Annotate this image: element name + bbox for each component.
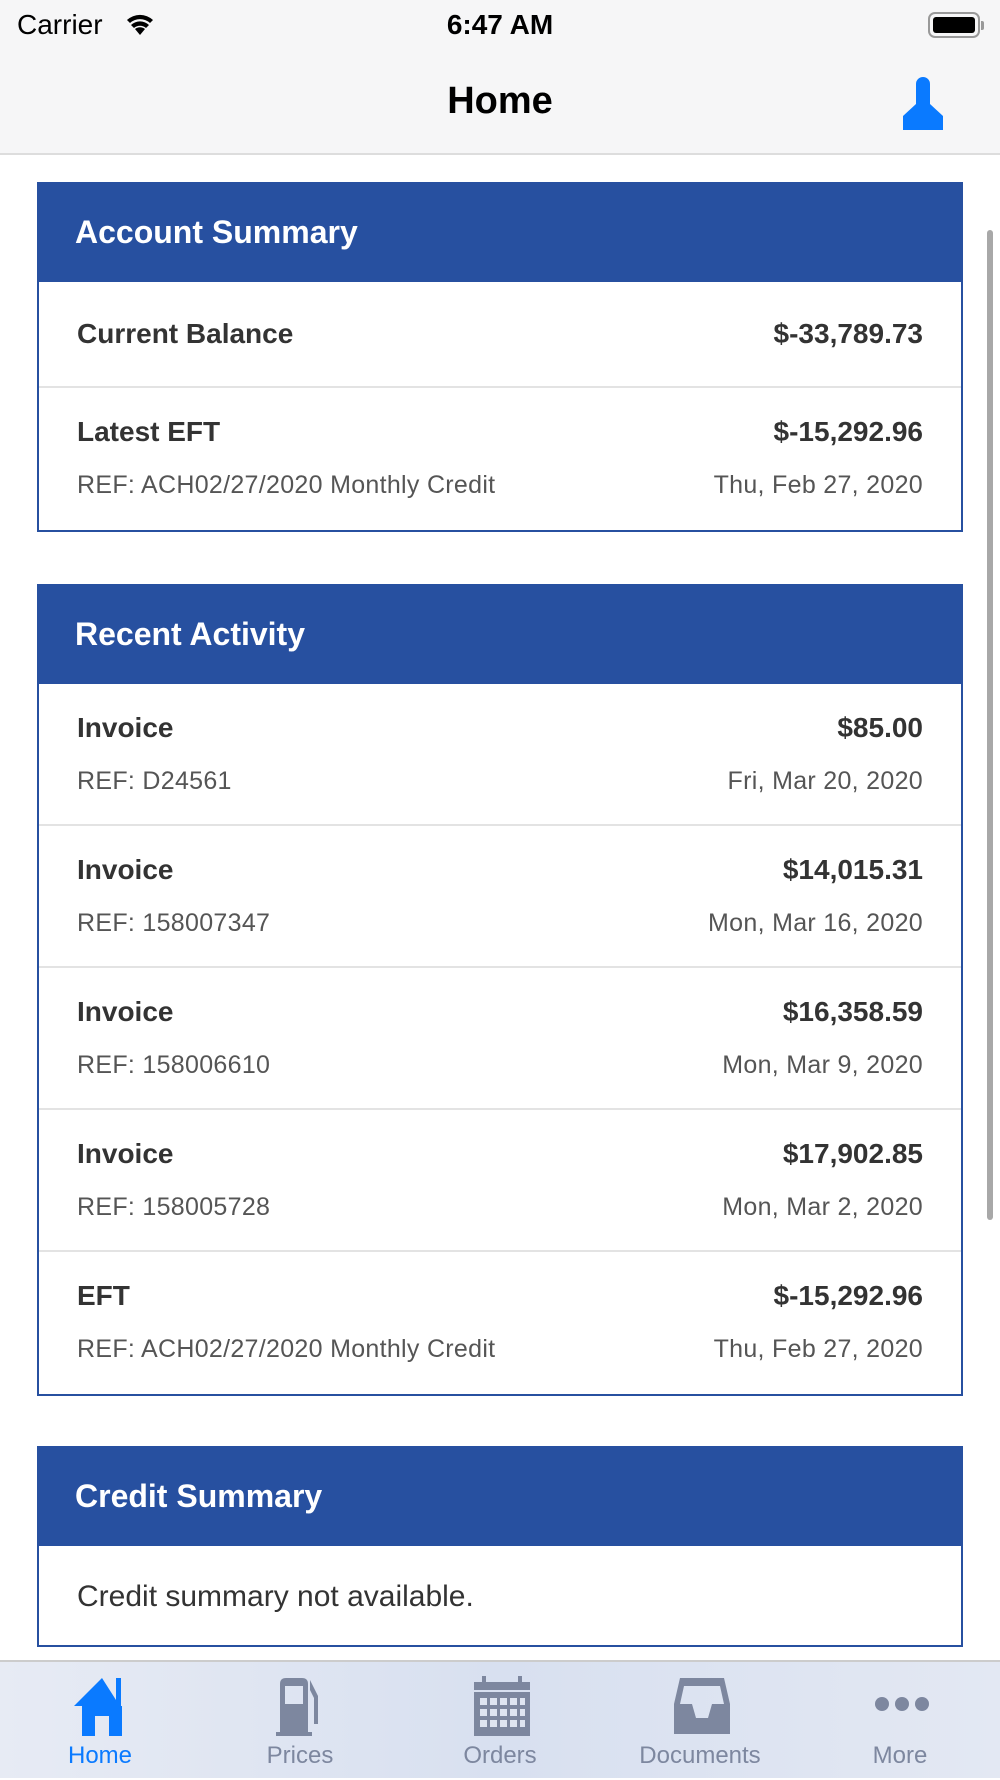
row-type: Invoice [77, 996, 174, 1027]
recent-activity-card: Recent Activity Invoice $85.00 REF: D245… [37, 584, 963, 1396]
row-ref: REF: ACH02/27/2020 Monthly Credit [77, 1335, 496, 1363]
row-label: Current Balance [77, 318, 294, 349]
page-title: Home [447, 80, 553, 122]
row-type: Invoice [77, 712, 174, 743]
clock: 6:47 AM [446, 9, 554, 40]
tab-label: Documents [639, 1742, 761, 1769]
fuel-pump-icon [276, 1678, 318, 1736]
tab-label: Home [67, 1742, 133, 1769]
row-ref: REF: 158005728 [77, 1193, 271, 1221]
tab-documents[interactable]: Documents [600, 1662, 800, 1780]
row-date: Thu, Feb 27, 2020 [713, 471, 923, 499]
card-title: Recent Activity [37, 584, 963, 684]
nav-bar: Home [0, 50, 1000, 155]
row-value: $-15,292.96 [773, 416, 923, 447]
row-label: Latest EFT [77, 416, 221, 447]
row-value: $-33,789.73 [773, 318, 923, 349]
row-ref: REF: ACH02/27/2020 Monthly Credit [77, 471, 496, 499]
carrier-label: Carrier [17, 9, 103, 40]
row-date: Fri, Mar 20, 2020 [727, 767, 923, 795]
row-amount: $17,902.85 [782, 1138, 923, 1169]
tab-orders[interactable]: Orders [400, 1662, 600, 1780]
credit-summary-message: Credit summary not available. [77, 1580, 474, 1613]
tab-more[interactable]: More [800, 1662, 1000, 1780]
row-type: EFT [77, 1280, 130, 1311]
row-amount: $16,358.59 [782, 996, 923, 1027]
activity-row[interactable]: Invoice $17,902.85 REF: 158005728 Mon, M… [39, 1110, 961, 1252]
tab-label: More [872, 1742, 928, 1769]
more-dots-icon [875, 1697, 929, 1711]
inbox-tray-icon [674, 1678, 730, 1734]
activity-row[interactable]: Invoice $16,358.59 REF: 158006610 Mon, M… [39, 968, 961, 1110]
calendar-icon [474, 1676, 530, 1736]
row-date: Thu, Feb 27, 2020 [713, 1335, 923, 1363]
activity-row[interactable]: Invoice $85.00 REF: D24561 Fri, Mar 20, … [39, 684, 961, 826]
row-type: Invoice [77, 1138, 174, 1169]
card-title: Credit Summary [37, 1446, 963, 1546]
row-ref: REF: D24561 [77, 767, 232, 795]
latest-eft-row[interactable]: Latest EFT $-15,292.96 REF: ACH02/27/202… [39, 388, 961, 530]
row-ref: REF: 158006610 [77, 1051, 271, 1079]
row-ref: REF: 158007347 [77, 909, 271, 937]
activity-row[interactable]: EFT $-15,292.96 REF: ACH02/27/2020 Month… [39, 1252, 961, 1394]
row-type: Invoice [77, 854, 174, 885]
account-summary-card: Account Summary Current Balance $-33,789… [37, 182, 963, 532]
tab-prices[interactable]: Prices [200, 1662, 400, 1780]
user-icon[interactable] [893, 74, 953, 130]
row-date: Mon, Mar 2, 2020 [722, 1193, 923, 1221]
activity-row[interactable]: Invoice $14,015.31 REF: 158007347 Mon, M… [39, 826, 961, 968]
tab-label: Prices [266, 1742, 334, 1769]
home-icon [74, 1678, 130, 1736]
row-date: Mon, Mar 16, 2020 [708, 909, 923, 937]
tab-home[interactable]: Home [0, 1662, 200, 1780]
row-amount: $85.00 [837, 712, 923, 743]
battery-icon [928, 12, 984, 38]
row-date: Mon, Mar 9, 2020 [722, 1051, 923, 1079]
card-title: Account Summary [37, 182, 963, 282]
tab-label: Orders [463, 1742, 537, 1769]
wifi-icon [127, 14, 153, 35]
row-amount: $14,015.31 [782, 854, 923, 885]
status-bar: Carrier 6:47 AM [0, 0, 1000, 50]
current-balance-row[interactable]: Current Balance $-33,789.73 [39, 282, 961, 388]
row-amount: $-15,292.96 [773, 1280, 923, 1311]
credit-summary-card: Credit Summary Credit summary not availa… [37, 1446, 963, 1647]
tab-bar: Home Prices Orders Documents More [0, 1660, 1000, 1778]
scrollbar[interactable] [987, 230, 993, 1220]
